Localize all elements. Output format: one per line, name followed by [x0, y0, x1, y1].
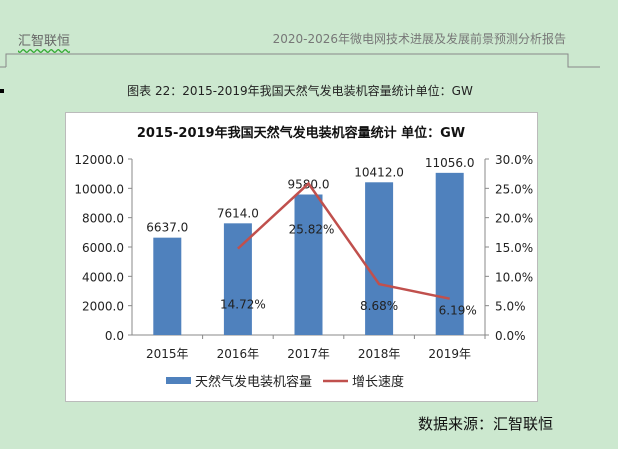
figure-caption: 图表 22：2015-2019年我国天然气发电装机容量统计单位：GW: [127, 84, 473, 98]
bar-label: 7614.0: [217, 206, 259, 220]
bar: [223, 223, 252, 335]
x-tick-label: 2015年: [146, 347, 189, 361]
x-tick-label: 2018年: [358, 347, 401, 361]
bar-label: 6637.0: [146, 221, 188, 235]
source-note: 数据来源：汇智联恒: [418, 415, 554, 433]
bar: [365, 182, 394, 335]
header-left: 汇智联恒: [18, 34, 71, 49]
header-right: 2020-2026年微电网技术进展及发展前景预测分析报告: [272, 32, 566, 46]
right-tick-label: 20.0%: [495, 212, 533, 226]
bar: [435, 172, 464, 335]
legend-line-label: 增长速度: [352, 374, 404, 390]
right-tick-label: 30.0%: [495, 153, 533, 167]
left-tick-label: 6000.0: [82, 241, 124, 255]
line-label: 8.68%: [360, 299, 398, 313]
right-tick-label: 25.0%: [495, 182, 533, 196]
growth-line: [237, 181, 450, 300]
chart-title: 2015-2019年我国天然气发电装机容量统计 单位：GW: [137, 125, 465, 141]
chart: 2015-2019年我国天然气发电装机容量统计 单位：GW 0.0 2000.0 40…: [74, 125, 533, 390]
legend-bar-swatch: [166, 377, 191, 384]
left-tick-label: 10000.0: [74, 182, 124, 196]
x-tick-label: 2016年: [217, 347, 260, 361]
list-bullet: [0, 89, 4, 93]
right-tick-label: 10.0%: [495, 270, 533, 284]
bar-label: 11056.0: [425, 156, 475, 170]
bar: [294, 194, 323, 335]
chart-container: 2015-2019年我国天然气发电装机容量统计 单位：GW 0.0 2000.0 40…: [65, 112, 538, 402]
right-tick-label: 5.0%: [495, 300, 526, 314]
line-label: 25.82%: [289, 223, 335, 237]
line-label: 14.72%: [220, 298, 266, 312]
right-tick-label: 0.0%: [495, 329, 526, 343]
right-tick-label: 15.0%: [495, 241, 533, 255]
x-tick-label: 2017年: [287, 347, 330, 361]
left-tick-label: 4000.0: [82, 270, 124, 284]
left-tick-label: 8000.0: [82, 212, 124, 226]
bar-label: 10412.0: [354, 165, 404, 179]
left-tick-label: 0.0: [105, 329, 124, 343]
bar: [153, 237, 182, 335]
x-tick-label: 2019年: [428, 347, 471, 361]
left-tick-label: 2000.0: [82, 300, 124, 314]
line-label: 6.19%: [439, 304, 477, 318]
left-tick-label: 12000.0: [74, 153, 124, 167]
legend-bar-label: 天然气发电装机容量: [195, 374, 312, 390]
